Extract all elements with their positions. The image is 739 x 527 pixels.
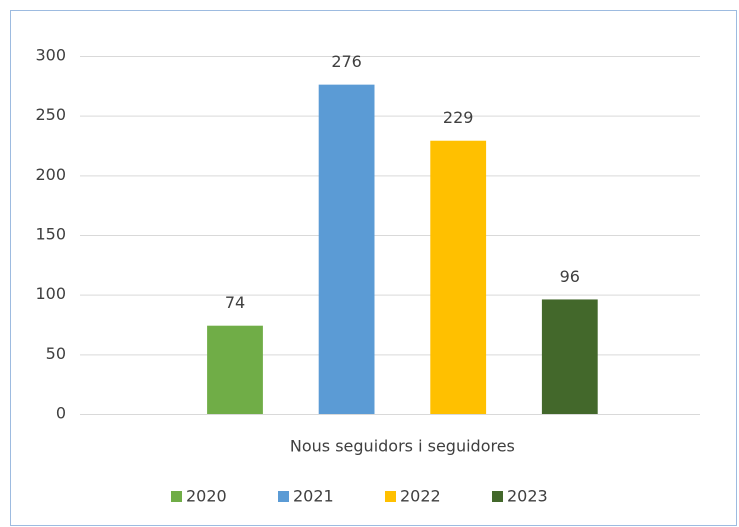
legend-swatch (171, 491, 182, 502)
y-tick-label: 250 (35, 105, 66, 124)
bar (430, 140, 487, 414)
y-tick-label: 50 (46, 344, 66, 363)
y-tick-label: 0 (56, 404, 66, 423)
legend-label: 2021 (293, 487, 334, 506)
bar (207, 325, 263, 414)
legend-swatch (385, 491, 396, 502)
data-label: 96 (560, 267, 580, 286)
legend-label: 2020 (186, 487, 227, 506)
data-label: 276 (331, 52, 362, 71)
legend-swatch (492, 491, 503, 502)
legend-label: 2022 (400, 487, 441, 506)
y-tick-label: 100 (35, 284, 66, 303)
y-tick-label: 150 (35, 225, 66, 244)
x-tick-label: Nous seguidors i seguidores (290, 437, 515, 456)
bar (541, 299, 598, 414)
bar (318, 84, 375, 414)
legend-swatch (278, 491, 289, 502)
data-label: 229 (443, 108, 474, 127)
y-tick-label: 200 (35, 165, 66, 184)
legend-label: 2023 (507, 487, 548, 506)
y-tick-label: 300 (35, 46, 66, 65)
data-label: 74 (225, 293, 245, 312)
